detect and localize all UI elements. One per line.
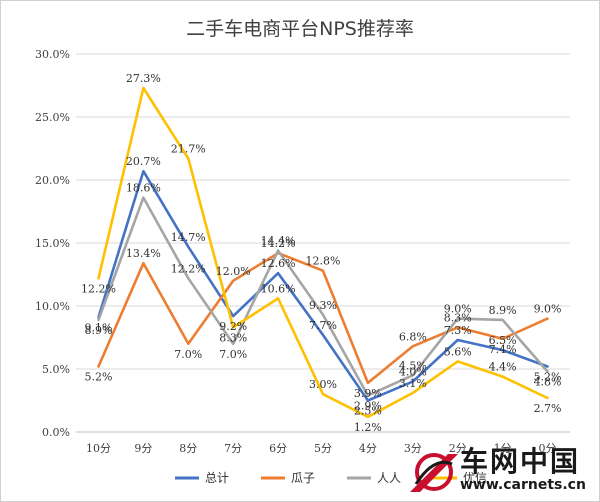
data-label: 10.6% bbox=[261, 282, 296, 295]
y-tick-label: 20.0% bbox=[35, 174, 70, 187]
data-label: 20.7% bbox=[126, 155, 161, 168]
data-label: 5.2% bbox=[84, 370, 112, 383]
data-label: 4.0% bbox=[399, 366, 427, 379]
data-label: 3.9% bbox=[354, 387, 382, 400]
legend-label: 优信 bbox=[463, 471, 487, 485]
data-label: 7.3% bbox=[444, 324, 472, 337]
x-tick-label: 1分 bbox=[494, 442, 512, 455]
data-label: 8.3% bbox=[444, 311, 472, 324]
y-tick-label: 5.0% bbox=[42, 363, 70, 376]
watermark-name: 车网中国 bbox=[460, 445, 581, 478]
data-label: 18.6% bbox=[126, 182, 161, 195]
data-label: 21.7% bbox=[171, 143, 206, 156]
legend: 总计 瓜子 人人 优信 bbox=[175, 471, 487, 485]
carnets-watermark: 车网中国 www.carnets.cn bbox=[404, 440, 594, 498]
gridlines bbox=[76, 53, 570, 433]
data-label: 7.7% bbox=[309, 319, 337, 332]
legend-label: 瓜子 bbox=[291, 471, 315, 485]
data-label: 7.0% bbox=[219, 348, 247, 361]
series-line-3 bbox=[97, 86, 549, 419]
x-tick-label: 10分 bbox=[86, 442, 111, 455]
watermark-url: www.carnets.cn bbox=[460, 477, 586, 493]
data-label: 8.9% bbox=[489, 304, 517, 317]
data-label: 14.4% bbox=[261, 235, 296, 248]
y-tick-label: 15.0% bbox=[35, 237, 70, 250]
series-lines bbox=[97, 86, 549, 419]
chart-title: 二手车电商平台NPS推荐率 bbox=[186, 18, 414, 40]
x-tick-label: 7分 bbox=[224, 442, 242, 455]
data-label: 12.0% bbox=[216, 265, 251, 278]
data-label: 2.5% bbox=[354, 405, 382, 418]
legend-label: 人人 bbox=[377, 471, 401, 485]
carnets-logo-icon bbox=[410, 453, 458, 492]
x-tick-label: 8分 bbox=[179, 442, 197, 455]
data-labels: 9.1% 20.7% 14.7% 9.2% 12.6% 7.7% 2.5% 4.0% 7.3% 6… bbox=[81, 72, 562, 434]
data-label: 8.3% bbox=[219, 331, 247, 344]
series-line-1 bbox=[97, 251, 549, 385]
data-label: 9.0% bbox=[444, 303, 472, 316]
x-tick-label: 4分 bbox=[359, 442, 377, 455]
data-label: 8.9% bbox=[84, 324, 112, 337]
x-axis-ticks: 10分 9分 8分 7分 6分 5分 4分 3分 2分 1分 0分 bbox=[86, 442, 557, 455]
data-label: 6.8% bbox=[399, 330, 427, 343]
legend-label: 总计 bbox=[205, 471, 229, 485]
data-label: 6.5% bbox=[489, 334, 517, 347]
data-label: 27.3% bbox=[126, 72, 161, 85]
data-label: 1.2% bbox=[354, 421, 382, 434]
data-label: 3.1% bbox=[399, 377, 427, 390]
series-line-0 bbox=[97, 169, 549, 402]
data-label: 7.0% bbox=[174, 348, 202, 361]
data-label: 9.1% bbox=[84, 321, 112, 334]
data-label: 2.7% bbox=[534, 402, 562, 415]
data-label: 14.7% bbox=[171, 231, 206, 244]
x-tick-label: 5分 bbox=[314, 442, 332, 455]
data-label: 12.6% bbox=[261, 257, 296, 270]
x-tick-label: 9分 bbox=[134, 442, 152, 455]
y-tick-label: 0.0% bbox=[42, 426, 70, 439]
data-label: 2.9% bbox=[354, 399, 382, 412]
data-label: 9.3% bbox=[309, 299, 337, 312]
data-label: 5.6% bbox=[444, 345, 472, 358]
y-tick-label: 25.0% bbox=[35, 111, 70, 124]
data-label: 12.2% bbox=[81, 282, 116, 295]
data-label: 3.0% bbox=[309, 378, 337, 391]
data-label: 7.4% bbox=[489, 343, 517, 356]
data-label: 9.0% bbox=[534, 303, 562, 316]
x-tick-label: 0分 bbox=[539, 442, 557, 455]
x-tick-label: 6分 bbox=[269, 442, 287, 455]
data-label: 5.2% bbox=[534, 370, 562, 383]
data-label: 12.2% bbox=[171, 262, 206, 275]
y-axis-ticks: 0.0% 5.0% 10.0% 15.0% 20.0% 25.0% 30.0% bbox=[35, 48, 70, 439]
data-label: 13.4% bbox=[126, 247, 161, 260]
x-tick-label: 3分 bbox=[404, 442, 422, 455]
x-tick-label: 2分 bbox=[449, 442, 467, 455]
data-label: 4.8% bbox=[534, 376, 562, 389]
y-tick-label: 10.0% bbox=[35, 300, 70, 313]
data-label: 12.8% bbox=[306, 255, 341, 268]
data-label: 9.2% bbox=[219, 320, 247, 333]
y-tick-label: 30.0% bbox=[35, 48, 70, 61]
data-label: 4.5% bbox=[399, 359, 427, 372]
series-line-2 bbox=[97, 196, 549, 397]
data-label: 4.4% bbox=[489, 361, 517, 374]
data-label: 14.2% bbox=[261, 237, 296, 250]
